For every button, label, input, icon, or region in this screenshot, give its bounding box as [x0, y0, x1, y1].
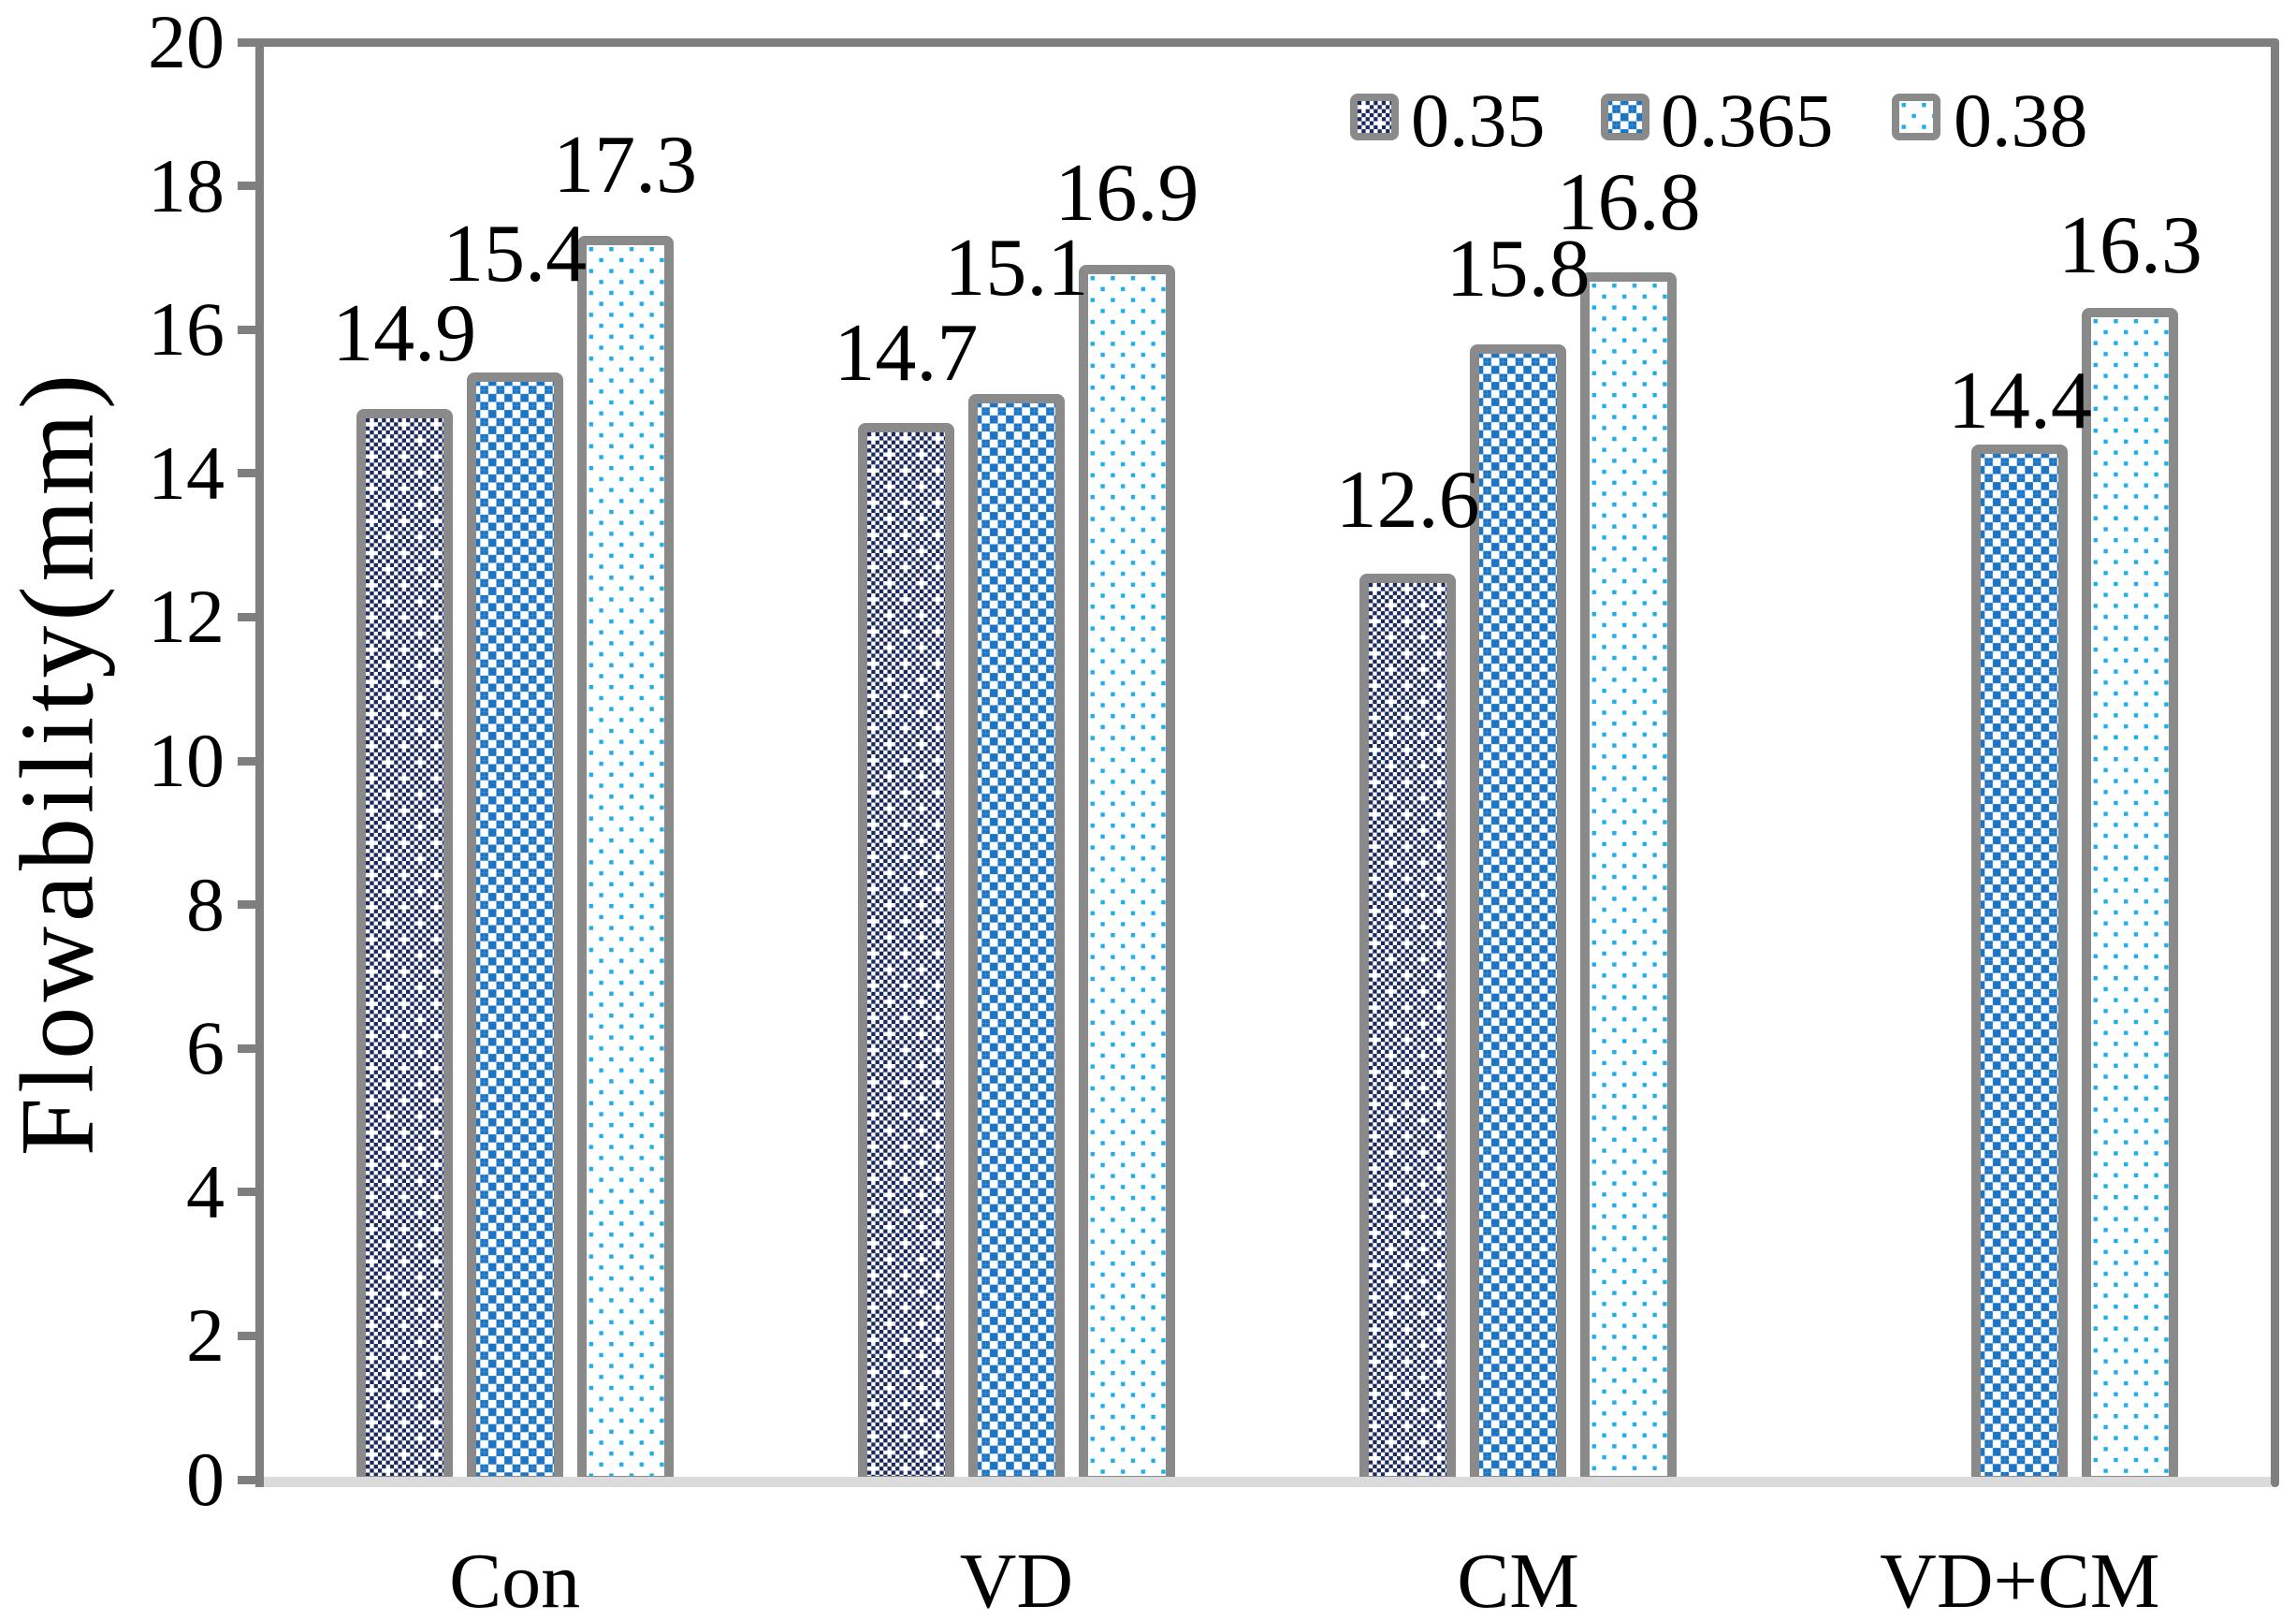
bar-value-label: 17.3: [553, 120, 698, 212]
bar-value-label: 12.6: [1335, 455, 1480, 547]
bar-0.38-CM: [1580, 271, 1678, 1485]
bar-0.365-CM: [1470, 343, 1567, 1485]
category-label-Con: Con: [449, 1538, 581, 1620]
legend-swatch-0.35: [1350, 94, 1399, 140]
legend-label-0.365: 0.365: [1661, 78, 1834, 163]
y-tick-mark: [238, 37, 259, 47]
y-tick-mark: [238, 1331, 259, 1340]
category-label-CM: CM: [1457, 1538, 1579, 1620]
bar-value-label: 16.9: [1054, 148, 1199, 240]
plot-area: 14.9 15.4 17.3 14.7 15.1 16.9 12.6 15.8 16.8 14.4…: [264, 42, 2271, 1485]
bar-value-label: 14.4: [1947, 356, 2092, 447]
bar-0.35-VD: [857, 423, 954, 1485]
y-tick-mark: [238, 325, 259, 334]
y-tick-mark: [238, 1188, 259, 1197]
x-axis-line: [264, 1477, 2271, 1487]
bar-0.38-Con: [576, 236, 674, 1485]
bar-value-label: 14.9: [332, 287, 477, 379]
bar-0.38-VD: [1078, 265, 1175, 1485]
y-tick-label: 12: [148, 574, 225, 660]
bar-0.365-VD+CM: [1971, 445, 2069, 1485]
y-tick-mark: [238, 900, 259, 910]
y-tick-label: 18: [148, 142, 225, 228]
bar-value-label: 15.1: [944, 223, 1089, 314]
y-tick-mark: [238, 1475, 259, 1484]
plot-border-right: [2271, 38, 2279, 1487]
plot-border-top: [255, 38, 2279, 47]
bar-value-label: 16.8: [1556, 156, 1701, 248]
bar-0.35-CM: [1359, 574, 1457, 1485]
y-tick-label: 8: [186, 861, 225, 947]
y-tick-mark: [238, 612, 259, 621]
y-tick-label: 6: [186, 1005, 225, 1091]
bar-0.365-Con: [466, 372, 563, 1485]
legend-label-0.38: 0.38: [1954, 78, 2088, 163]
y-tick-mark: [238, 1044, 259, 1053]
y-tick-mark: [238, 756, 259, 766]
y-tick-label: 2: [186, 1292, 225, 1379]
y-tick-mark: [238, 182, 259, 191]
y-tick-mark: [238, 469, 259, 478]
legend-label-0.35: 0.35: [1411, 78, 1546, 163]
bar-value-label: 16.3: [2057, 200, 2202, 292]
legend-swatch-0.365: [1601, 94, 1649, 140]
y-tick-label: 20: [148, 0, 225, 84]
bar-value-label: 14.7: [834, 308, 979, 400]
y-tick-label: 0: [186, 1437, 225, 1522]
category-label-VD: VD: [959, 1538, 1074, 1620]
y-tick-label: 14: [148, 430, 225, 516]
bar-value-label: 15.4: [443, 209, 588, 300]
legend-swatch-0.38: [1892, 94, 1940, 140]
y-tick-label: 10: [148, 718, 225, 803]
bar-value-label: 15.8: [1446, 223, 1591, 314]
y-tick-label: 16: [148, 286, 225, 372]
bar-0.38-VD+CM: [2082, 308, 2179, 1485]
category-label-VD+CM: VD+CM: [1880, 1538, 2160, 1620]
bar-0.365-VD: [967, 394, 1065, 1485]
bar-0.35-Con: [356, 408, 453, 1485]
y-axis-line: [255, 38, 264, 1487]
y-tick-label: 4: [186, 1148, 225, 1234]
